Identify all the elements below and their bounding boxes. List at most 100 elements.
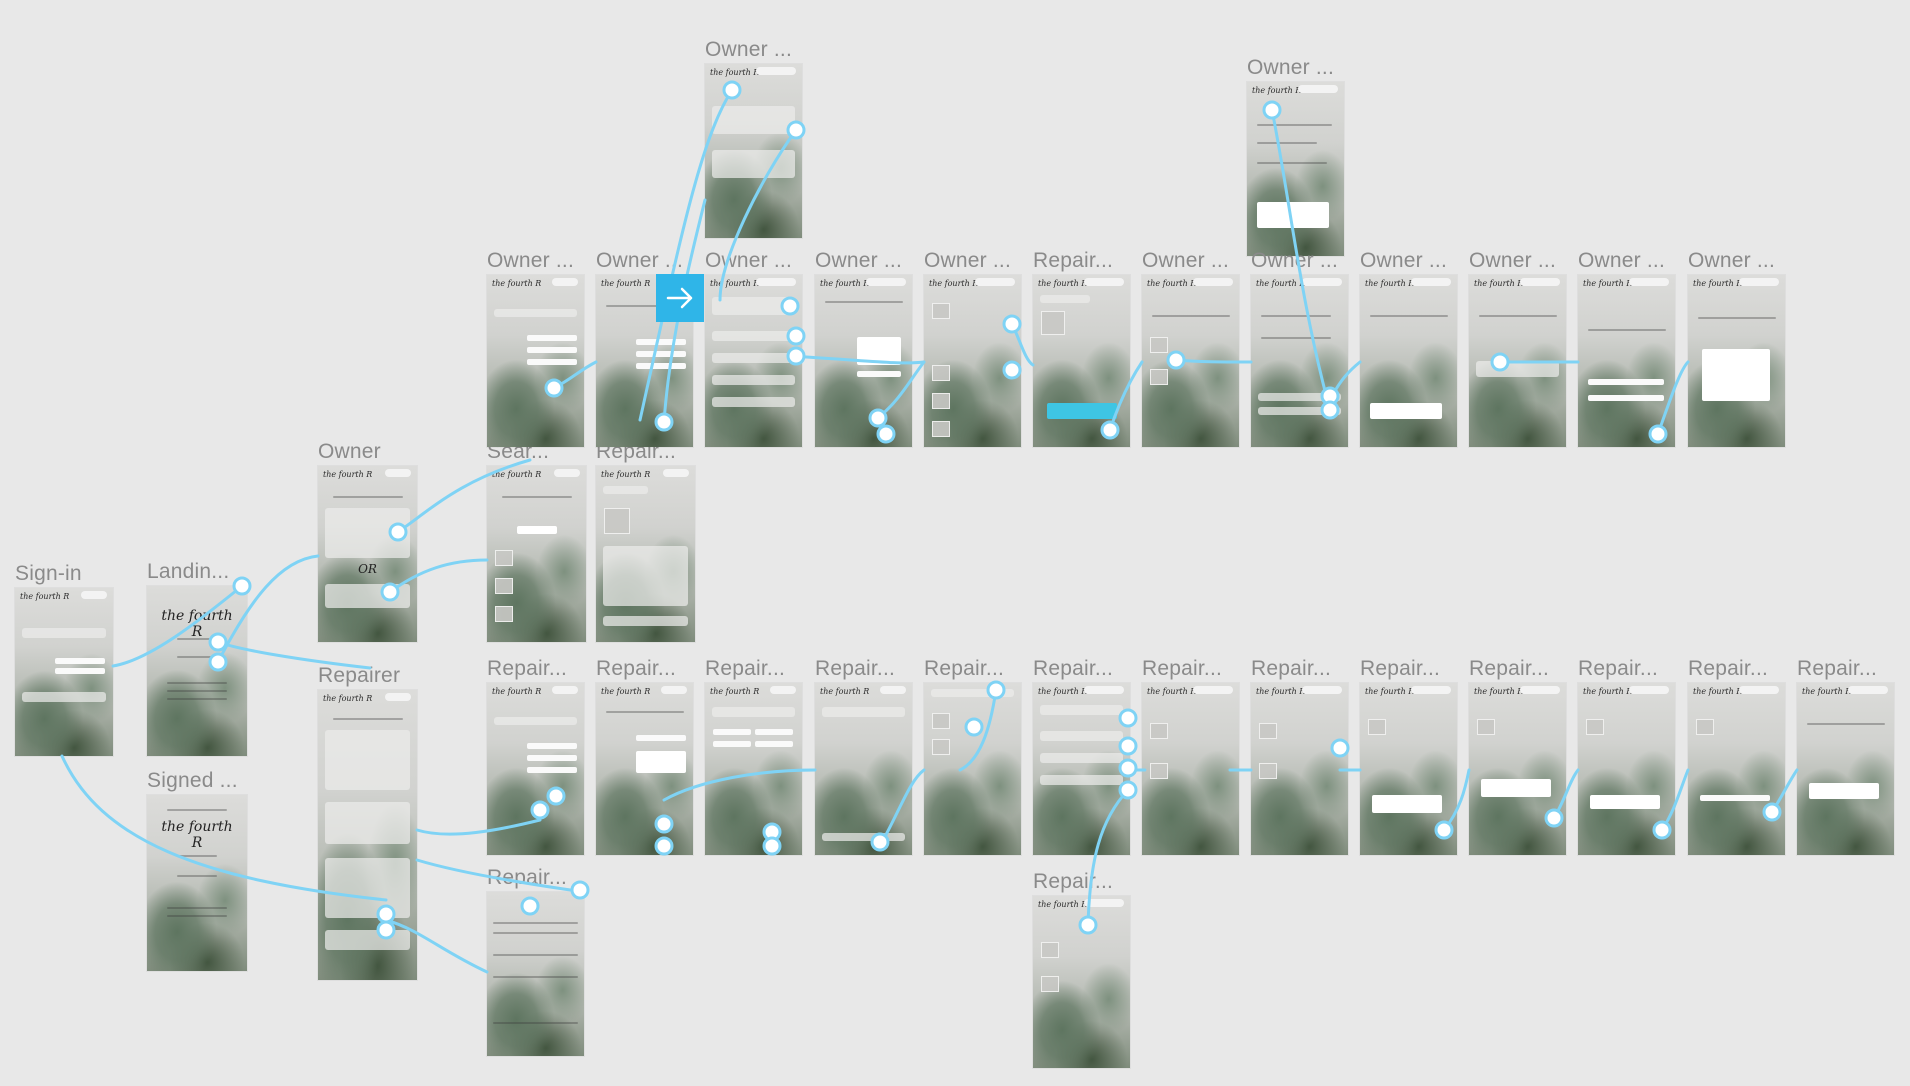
field[interactable] [636,735,686,741]
frame-title[interactable]: Repair... [596,657,677,680]
field[interactable] [1700,795,1770,801]
frame-owner-list[interactable]: Owner ... the fourth R [924,249,1021,447]
profile-signout-buttons[interactable] [1520,278,1560,286]
frame-title[interactable]: Repair... [1797,657,1878,680]
frame-title[interactable]: Owner ... [1688,249,1775,272]
profile-signout-buttons[interactable] [1084,278,1124,286]
menu-item[interactable] [1039,753,1124,763]
highlight-button[interactable] [1047,403,1117,419]
frame-repair-b8[interactable]: Repair... the fourth R [1251,657,1348,855]
frame-title[interactable]: Repair... [1142,657,1223,680]
frame-title[interactable]: Repair... [1033,657,1114,680]
description-input[interactable] [857,337,901,365]
frame-title[interactable]: Owner ... [815,249,902,272]
signup-button[interactable] [602,616,689,626]
payment-input[interactable] [1809,783,1879,799]
frame-title[interactable]: Owner ... [1360,249,1447,272]
field[interactable] [857,371,901,377]
profile-signout-buttons[interactable] [1848,686,1888,694]
sign-in-button[interactable] [554,469,580,477]
frame-title[interactable]: Repair... [1360,657,1441,680]
frame-title[interactable]: Repair... [1469,657,1550,680]
back-button[interactable] [1039,295,1090,303]
frame-owner-home[interactable]: Owner ... the fourth R [705,249,802,447]
button[interactable] [1257,407,1342,415]
password-field[interactable] [55,668,105,674]
frame-owner-r7[interactable]: Owner ... the fourth R [1142,249,1239,447]
frame-title[interactable]: Owner ... [924,249,1011,272]
frame-repairer[interactable]: Repairer the fourth R [318,664,417,980]
frame-repair-b3[interactable]: Repair... the fourth R [705,657,802,855]
frame-owner-signup[interactable]: Owner ... the fourth R [487,249,584,447]
frame-repair-b6[interactable]: Repair... the fourth R [1033,657,1130,855]
field[interactable] [1588,395,1664,401]
message-input[interactable] [1590,795,1660,809]
profile-signout-buttons[interactable] [1302,686,1342,694]
frame-search[interactable]: Sear... the fourth R [487,440,586,642]
menu-item[interactable] [711,397,796,407]
menu-item[interactable] [711,331,796,341]
frame-repair-search[interactable]: Repair... the fourth R [1033,249,1130,447]
frame-signed[interactable]: Signed ... the fourth R [147,769,247,971]
frame-title[interactable]: Owner ... [1247,56,1334,79]
profile-signout-buttons[interactable] [1193,686,1233,694]
frame-title[interactable]: Repair... [487,866,568,889]
frame-repair-b10[interactable]: Repair... the fourth R [1469,657,1566,855]
menu-item[interactable] [1039,731,1124,741]
profile-signout-buttons[interactable] [1411,686,1451,694]
skill-checkbox[interactable] [713,729,751,735]
frame-repair-b13[interactable]: Repair... the fourth R [1797,657,1894,855]
field[interactable] [527,335,577,341]
sign-in-button[interactable] [880,686,906,694]
frame-owner-top2[interactable]: Owner ... the fourth R [1247,56,1344,256]
frame-owner-r9[interactable]: Owner ... the fourth R [1360,249,1457,447]
frame-title[interactable]: Repair... [1688,657,1769,680]
home-button[interactable] [81,591,107,599]
profile-signout-buttons[interactable] [866,278,906,286]
feedback-box[interactable] [1702,349,1770,401]
frame-repair-b7[interactable]: Repair... the fourth R [1142,657,1239,855]
profile-signout-buttons[interactable] [1298,85,1338,93]
frame-owner-r8[interactable]: Owner ... the fourth R [1251,249,1348,447]
field[interactable] [636,363,686,369]
frame-title[interactable]: Sign-in [15,562,82,585]
sign-in-button[interactable] [770,686,796,694]
submit-button[interactable] [21,692,107,702]
frame-owner-top1[interactable]: Owner ... the fourth R [705,38,802,238]
button[interactable] [1257,393,1342,401]
profile-signout-buttons[interactable] [975,278,1015,286]
frame-repair-profile[interactable]: Repair... the fourth R [596,440,695,642]
field[interactable] [1588,379,1664,385]
frame-owner-r12[interactable]: Owner ... the fourth R [1688,249,1785,447]
sign-in-button[interactable] [552,686,578,694]
menu-item[interactable] [711,353,796,363]
quote-input[interactable] [1372,795,1442,813]
field[interactable] [636,339,686,345]
frame-sign-in[interactable]: Sign-in the fourth R [15,562,113,756]
message-box[interactable] [1257,202,1329,228]
profile-signout-buttons[interactable] [1629,278,1669,286]
email-field[interactable] [55,658,105,664]
frame-title[interactable]: Repair... [815,657,896,680]
profile-signout-buttons[interactable] [756,278,796,286]
field[interactable] [527,755,577,761]
frame-title[interactable]: Repair... [1578,657,1659,680]
frame-title[interactable]: Owner ... [1469,249,1556,272]
frame-title[interactable]: Signed ... [147,769,238,792]
profile-signout-buttons[interactable] [1084,686,1124,694]
frame-title[interactable]: Repair... [487,657,568,680]
frame-repair-b2[interactable]: Repair... the fourth R [596,657,693,855]
frame-repair-faq[interactable]: Repair... [487,866,584,1056]
field[interactable] [527,767,577,773]
frame-title[interactable]: Owner ... [705,38,792,61]
message-box[interactable] [1370,403,1442,419]
menu-item[interactable] [711,375,796,385]
frame-title[interactable]: Repair... [705,657,786,680]
frame-title[interactable]: Owner ... [705,249,792,272]
frame-owner[interactable]: Owner the fourth R OR [318,440,417,642]
menu-item[interactable] [1039,775,1124,785]
frame-title[interactable]: Repair... [1251,657,1332,680]
frame-title[interactable]: Repair... [1033,870,1114,893]
sign-in-button[interactable] [661,686,687,694]
frame-title[interactable]: Repairer [318,664,401,687]
